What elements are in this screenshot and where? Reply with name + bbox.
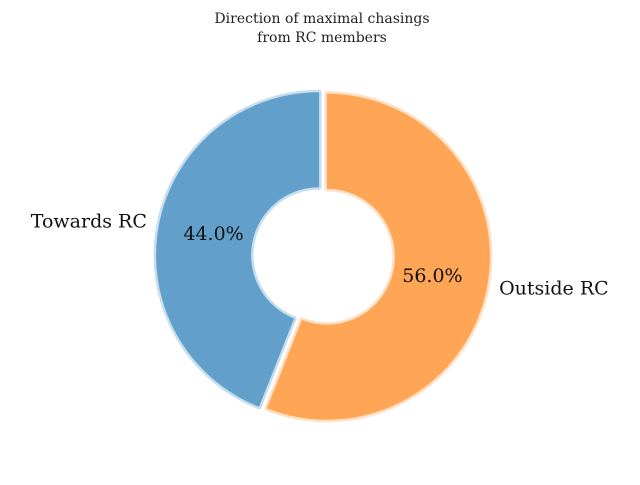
category-label-outside-rc: Outside RC [499, 278, 609, 300]
donut-slice-0 [153, 89, 322, 410]
percent-label-outside-rc: 56.0% [402, 265, 462, 287]
chart-title-line-1: Direction of maximal chasings [214, 11, 430, 27]
chart-title-line-2: from RC members [257, 30, 387, 46]
percent-label-towards-rc: 44.0% [183, 223, 243, 245]
category-label-towards-rc: Towards RC [31, 210, 147, 232]
donut-slice-1 [264, 91, 493, 423]
